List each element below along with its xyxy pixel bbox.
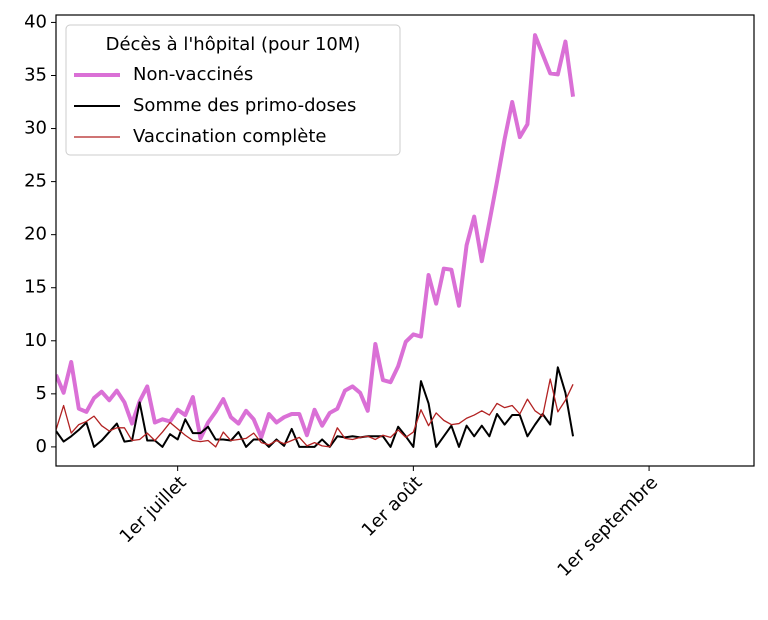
- y-tick-label: 35: [24, 64, 47, 85]
- y-tick-label: 25: [24, 171, 47, 192]
- legend-label: Somme des primo-doses: [133, 95, 356, 116]
- y-tick-label: 10: [24, 330, 47, 351]
- series-line: [56, 366, 575, 448]
- y-tick-label: 20: [24, 224, 47, 245]
- y-tick-label: 0: [36, 436, 47, 457]
- legend-title: Décès à l'hôpital (pour 10M): [106, 34, 361, 55]
- x-tick-label: 1er septembre: [553, 472, 662, 581]
- axes-frame: [55, 14, 755, 467]
- y-tick-label: 15: [24, 277, 47, 298]
- x-tick-label: 1er juillet: [116, 472, 191, 547]
- y-tick-label: 30: [24, 118, 47, 139]
- y-tick-label: 5: [36, 383, 47, 404]
- legend-box: [65, 24, 401, 156]
- legend-label: Vaccination complète: [133, 126, 326, 147]
- series-line: [56, 378, 574, 448]
- legend-label: Non-vaccinés: [133, 64, 253, 85]
- y-tick-label: 40: [24, 11, 47, 32]
- series-line: [56, 33, 576, 441]
- x-tick-label: 1er août: [358, 472, 427, 541]
